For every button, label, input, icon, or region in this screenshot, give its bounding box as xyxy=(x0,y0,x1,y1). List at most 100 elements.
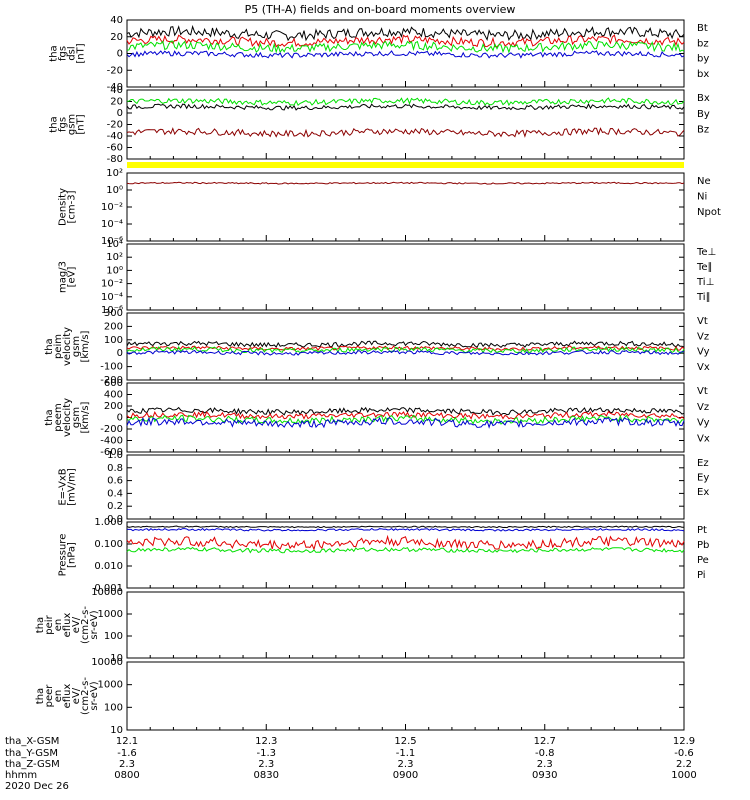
legend-te⊥: Te⊥ xyxy=(696,247,716,258)
y-tick-label: 0 xyxy=(117,348,123,359)
footer-row-label: tha_Z-GSM xyxy=(5,759,60,770)
y-axis-label: en xyxy=(53,619,64,632)
y-tick-label: 10⁴ xyxy=(106,239,123,250)
y-tick-label: 10 xyxy=(110,725,123,736)
series-pe xyxy=(126,546,685,554)
y-tick-label: 40 xyxy=(110,85,123,96)
y-tick-label: 20 xyxy=(110,97,123,108)
series-vx xyxy=(126,349,684,356)
legend-vy: Vy xyxy=(697,418,710,429)
series-vt xyxy=(126,340,685,348)
y-axis-label: gsm xyxy=(67,114,78,135)
y-tick-label: 0 xyxy=(117,108,123,119)
y-tick-label: 400 xyxy=(104,390,123,401)
y-tick-label: 10⁰ xyxy=(106,185,123,196)
y-axis-label: eflux xyxy=(62,684,73,709)
footer-value-x: 12.5 xyxy=(394,736,416,747)
y-tick-label: 200 xyxy=(104,401,123,412)
footer-row-label: tha_X-GSM xyxy=(5,736,59,747)
panel-pressure: 1.000 0.100 0.010 0.001 Pressure[nPa] Pt Pb Pe P… xyxy=(58,517,710,594)
footer-value-hhmm: 0830 xyxy=(254,770,279,781)
y-tick-label: 1000 xyxy=(98,609,123,620)
y-axis-label: peir xyxy=(44,614,55,634)
y-axis-label: mag/3 xyxy=(58,261,69,293)
y-axis-label: dsl xyxy=(67,46,78,60)
y-tick-label: 0.010 xyxy=(94,561,123,572)
panel-frame xyxy=(126,243,685,311)
y-tick-label: -40 xyxy=(107,82,123,93)
y-axis-label: fgs xyxy=(58,46,69,61)
legend-vy: Vy xyxy=(697,347,710,358)
legend-ey: Ey xyxy=(697,473,709,484)
y-tick-label: -600 xyxy=(100,447,123,458)
panel-peir-flux: 10000 1000 100 10 thapeirenefluxeV/(cm2-s-sr… xyxy=(35,587,685,664)
legend-pb: Pb xyxy=(697,540,709,551)
legend-vz: Vz xyxy=(697,331,709,342)
panel-efield: 1.0 0.8 0.60.4 0.2 0.0 E=-VxB[mV/m] Ez Ey Ex xyxy=(58,450,710,525)
y-tick-label: 10 xyxy=(110,653,123,664)
y-axis-label: fgs xyxy=(58,117,69,132)
panel-peer-flux: 10000 1000 100 10 thapeerenefluxeV/(cm2-s-sr… xyxy=(35,657,685,736)
panel-frame xyxy=(126,591,685,659)
y-axis-label: [km/s] xyxy=(80,401,91,433)
y-axis-label: peer xyxy=(44,684,55,708)
footer-value-y: -1.1 xyxy=(396,748,416,759)
y-axis-label: Density xyxy=(58,188,69,226)
footer-value-z: 2.3 xyxy=(398,759,414,770)
y-tick-label: -80 xyxy=(107,154,123,165)
y-tick-label: 1.0 xyxy=(107,450,123,461)
panel-frame xyxy=(126,312,685,381)
y-tick-label: -40 xyxy=(107,131,123,142)
y-tick-label: 600 xyxy=(104,378,123,389)
legend-pi: Pi xyxy=(697,570,706,581)
y-tick-label: 1000 xyxy=(98,680,123,691)
legend-bz: bz xyxy=(697,38,709,49)
footer-value-x: 12.1 xyxy=(116,736,138,747)
footer-value-z: 2.3 xyxy=(258,759,274,770)
series-by xyxy=(126,97,685,107)
y-axis-label: [nT] xyxy=(76,43,87,63)
footer-value-z: 2.2 xyxy=(676,759,692,770)
series-bx xyxy=(126,102,685,111)
y-tick-label: 10⁰ xyxy=(106,265,123,276)
footer-value-y: -0.6 xyxy=(674,748,694,759)
footer-value-y: -1.6 xyxy=(117,748,137,759)
y-tick-label: -100 xyxy=(100,362,123,373)
y-tick-label: -200 xyxy=(100,375,123,386)
panel-temperature: 10⁴ 10² 10⁰ 10⁻² 10⁻⁴ 10⁻⁶ mag/3[eV] Te⊥ Te∥ Ti⊥ T… xyxy=(58,239,717,316)
y-axis-label: eflux xyxy=(62,613,73,638)
y-axis-label: tha xyxy=(35,617,46,633)
legend-vx: Vx xyxy=(697,433,710,444)
y-axis-label: [nPa] xyxy=(67,542,78,568)
legend-ti⊥: Ti⊥ xyxy=(696,277,714,288)
legend-ez: Ez xyxy=(697,458,709,469)
legend-npot: Npot xyxy=(697,207,721,218)
panel-frame xyxy=(126,521,685,589)
legend-vx: Vx xyxy=(697,362,710,373)
series-bz xyxy=(126,34,685,48)
panel-frame xyxy=(126,454,685,520)
legend-bt: Bt xyxy=(697,23,708,34)
footer-value-hhmm: 1000 xyxy=(671,770,696,781)
panel-peem-velocity: 6004002000-200-400-600thapeemvelocitygsm… xyxy=(44,378,710,458)
y-tick-label: 0.6 xyxy=(107,476,123,487)
y-tick-label: 10⁻⁴ xyxy=(101,219,123,230)
legend-pe: Pe xyxy=(697,555,709,566)
y-tick-label: 40 xyxy=(110,15,123,26)
y-axis-label: tha xyxy=(44,409,55,425)
legend-ti∥: Ti∥ xyxy=(696,292,711,303)
y-axis-label: E=-VxB xyxy=(58,468,69,505)
y-axis-label: gsm xyxy=(71,407,82,428)
series-by xyxy=(126,40,685,54)
y-axis-label: eV/ xyxy=(71,687,82,704)
y-axis-label: [km/s] xyxy=(80,330,91,362)
legend-vt: Vt xyxy=(697,386,708,397)
footer-value-x: 12.3 xyxy=(255,736,277,747)
y-tick-label: 10⁻² xyxy=(101,202,123,213)
legend-bx: Bx xyxy=(697,93,710,104)
series-vy xyxy=(126,345,685,354)
